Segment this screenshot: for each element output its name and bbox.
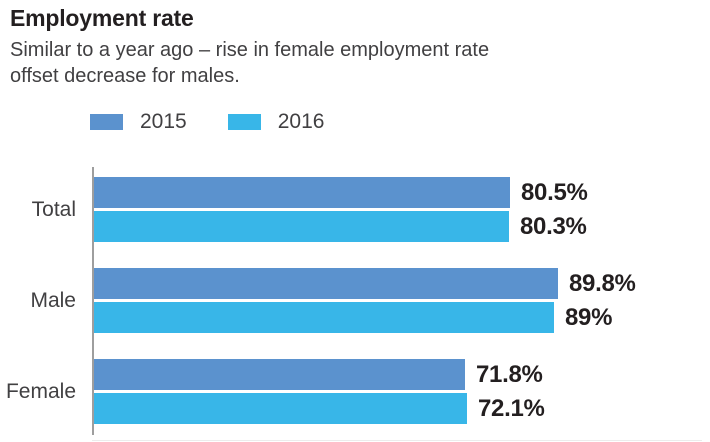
legend-swatch-2016 <box>227 114 261 130</box>
bar-groups: Total 80.5% 80.3% Male 89.8% 89% Female 71.8% 72… <box>6 177 636 424</box>
value-label-2016-female: 72.1% <box>478 394 545 422</box>
bar-chart: Total 80.5% 80.3% Male 89.8% 89% Female 71.8% 72… <box>0 167 710 442</box>
legend-item-2016: 2016 <box>227 110 325 134</box>
bar-row-2016-total: 80.3% <box>94 211 636 242</box>
category-label-female: Female <box>5 379 76 403</box>
chart-subtitle: Similar to a year ago – rise in female e… <box>10 37 489 89</box>
value-label-2015-total: 80.5% <box>521 178 588 206</box>
bar-row-2015-total: 80.5% <box>94 177 636 208</box>
bar-group-male: Male 89.8% 89% <box>30 268 636 333</box>
legend-item-2015: 2015 <box>90 110 187 134</box>
chart-legend: 2015 2016 <box>90 110 365 134</box>
category-label-total: Total <box>31 197 76 221</box>
bar-group-total: Total 80.5% 80.3% <box>32 177 636 242</box>
bar-2016-female <box>94 393 467 424</box>
bar-row-2015-male: 89.8% <box>94 268 636 299</box>
value-label-2016-total: 80.3% <box>520 212 587 240</box>
value-label-2015-female: 71.8% <box>476 360 543 388</box>
legend-label-2015: 2015 <box>140 110 187 133</box>
page-title: Employment rate <box>10 5 194 31</box>
bar-2016-total <box>94 211 509 242</box>
bar-row-2015-female: 71.8% <box>94 359 636 390</box>
subtitle-line-2: offset decrease for males. <box>10 65 240 87</box>
bar-row-2016-male: 89% <box>94 302 636 333</box>
bar-row-2016-female: 72.1% <box>94 393 636 424</box>
legend-label-2016: 2016 <box>277 110 325 133</box>
legend-swatch-2015 <box>90 114 123 130</box>
bar-group-female: Female 71.8% 72.1% <box>6 359 636 424</box>
value-label-2015-male: 89.8% <box>569 269 636 297</box>
category-label-male: Male <box>30 288 76 312</box>
bar-2015-total <box>94 177 510 208</box>
y-axis-line <box>92 167 94 435</box>
value-label-2016-male: 89% <box>565 303 613 331</box>
subtitle-line-1: Similar to a year ago – rise in female e… <box>10 39 490 61</box>
bar-2015-male <box>94 268 558 299</box>
bar-2016-male <box>94 302 554 333</box>
bar-2015-female <box>94 359 465 390</box>
chart-baseline <box>92 440 702 441</box>
